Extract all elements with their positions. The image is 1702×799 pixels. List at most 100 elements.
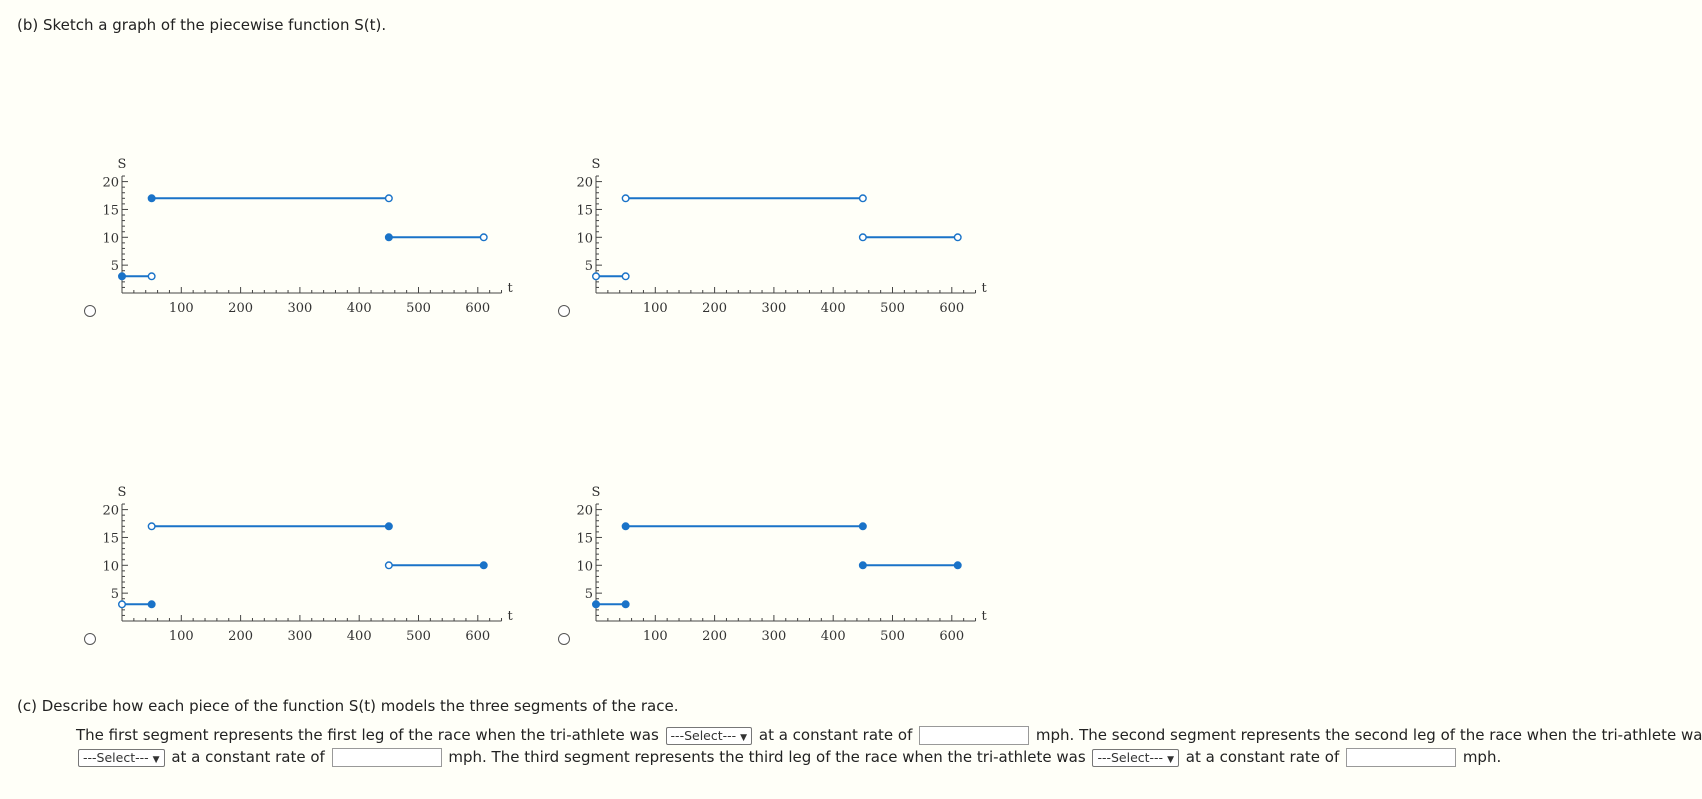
sentence-text: at a constant rate of — [758, 726, 913, 744]
y-axis-label: S — [592, 485, 601, 500]
x-tick-label: 600 — [939, 301, 964, 316]
leg3-rate-input[interactable] — [1346, 748, 1457, 767]
closed-endpoint — [384, 522, 393, 531]
y-tick-label: 20 — [576, 176, 593, 191]
x-tick-label: 200 — [702, 629, 727, 644]
x-tick-label: 600 — [465, 301, 490, 316]
x-tick-label: 100 — [643, 629, 668, 644]
x-axis-label: t — [508, 281, 514, 296]
y-tick-label: 10 — [102, 559, 119, 574]
x-tick-label: 300 — [287, 629, 312, 644]
closed-endpoint — [592, 600, 601, 609]
leg2-activity-select[interactable]: ---Select--- ▼ — [78, 748, 165, 767]
x-tick-label: 300 — [761, 629, 786, 644]
open-endpoint — [858, 194, 867, 203]
x-tick-label: 100 — [169, 629, 194, 644]
sentence-text: mph. The third segment represents the th… — [448, 748, 1086, 766]
open-endpoint — [621, 194, 630, 203]
y-tick-label: 15 — [102, 203, 119, 218]
x-tick-label: 200 — [702, 301, 727, 316]
x-axis-label: t — [508, 609, 514, 624]
part-c-prompt: (c) Describe how each piece of the funct… — [17, 697, 679, 715]
segment-description: The first segment represents the first l… — [76, 724, 1702, 768]
x-axis-label: t — [982, 281, 988, 296]
open-endpoint — [592, 272, 601, 281]
y-tick-label: 5 — [111, 259, 119, 274]
chevron-down-icon: ▼ — [740, 732, 748, 743]
graph-option-radio-1[interactable] — [84, 305, 96, 317]
open-endpoint — [953, 233, 962, 242]
leg2-rate-input[interactable] — [331, 748, 442, 767]
sentence-text: mph. The second segment represents the s… — [1035, 726, 1702, 744]
part-b-prompt: (b) Sketch a graph of the piecewise func… — [17, 16, 387, 34]
closed-endpoint — [384, 233, 393, 242]
chevron-down-icon: ▼ — [1167, 754, 1174, 765]
sentence-text: The first segment represents the first l… — [76, 726, 659, 744]
select-value: ---Select--- — [1097, 749, 1164, 765]
open-endpoint — [117, 600, 126, 609]
y-tick-label: 5 — [585, 587, 593, 602]
closed-endpoint — [147, 194, 156, 203]
open-endpoint — [479, 233, 488, 242]
sentence-text: mph. — [1462, 748, 1502, 766]
y-tick-label: 15 — [102, 531, 119, 546]
y-axis-label: S — [592, 157, 601, 172]
open-endpoint — [858, 233, 867, 242]
x-tick-label: 400 — [347, 629, 372, 644]
leg1-activity-select[interactable]: ---Select--- ▼ — [665, 726, 753, 745]
leg3-activity-select[interactable]: ---Select--- ▼ — [1092, 748, 1179, 767]
select-value: ---Select--- — [83, 749, 149, 765]
y-tick-label: 10 — [576, 559, 593, 574]
chevron-down-icon: ▼ — [152, 754, 160, 765]
x-tick-label: 500 — [880, 301, 905, 316]
open-endpoint — [384, 561, 393, 570]
y-tick-label: 15 — [576, 531, 593, 546]
x-tick-label: 600 — [939, 629, 964, 644]
graph-option-radio-2[interactable] — [558, 305, 570, 317]
x-tick-label: 400 — [821, 301, 846, 316]
x-tick-label: 500 — [406, 629, 431, 644]
closed-endpoint — [953, 561, 962, 570]
graph-option-radio-3[interactable] — [84, 633, 96, 645]
x-tick-label: 600 — [465, 629, 490, 644]
closed-endpoint — [858, 561, 867, 570]
y-tick-label: 15 — [576, 203, 593, 218]
x-axis-label: t — [982, 609, 988, 624]
x-tick-label: 400 — [347, 301, 372, 316]
sentence-text: at a constant rate of — [171, 748, 325, 766]
x-tick-label: 200 — [228, 629, 253, 644]
x-tick-label: 400 — [821, 629, 846, 644]
x-tick-label: 100 — [643, 301, 668, 316]
x-tick-label: 500 — [880, 629, 905, 644]
select-value: ---Select--- — [670, 727, 737, 743]
y-axis-label: S — [118, 485, 127, 500]
graph-option-radio-4[interactable] — [558, 633, 570, 645]
sentence-text: at a constant rate of — [1185, 748, 1340, 766]
x-tick-label: 100 — [169, 301, 194, 316]
y-axis-label: S — [118, 157, 127, 172]
y-tick-label: 10 — [102, 231, 119, 246]
closed-endpoint — [621, 600, 630, 609]
x-tick-label: 200 — [228, 301, 253, 316]
open-endpoint — [621, 272, 630, 281]
y-tick-label: 5 — [111, 587, 119, 602]
closed-endpoint — [117, 272, 126, 281]
closed-endpoint — [621, 522, 630, 531]
y-tick-label: 5 — [585, 259, 593, 274]
x-tick-label: 300 — [287, 301, 312, 316]
closed-endpoint — [147, 600, 156, 609]
x-tick-label: 300 — [761, 301, 786, 316]
y-tick-label: 10 — [576, 231, 593, 246]
open-endpoint — [147, 272, 156, 281]
open-endpoint — [384, 194, 393, 203]
y-tick-label: 20 — [102, 176, 119, 191]
open-endpoint — [147, 522, 156, 531]
y-tick-label: 20 — [102, 504, 119, 519]
leg1-rate-input[interactable] — [919, 726, 1030, 745]
x-tick-label: 500 — [406, 301, 431, 316]
closed-endpoint — [858, 522, 867, 531]
